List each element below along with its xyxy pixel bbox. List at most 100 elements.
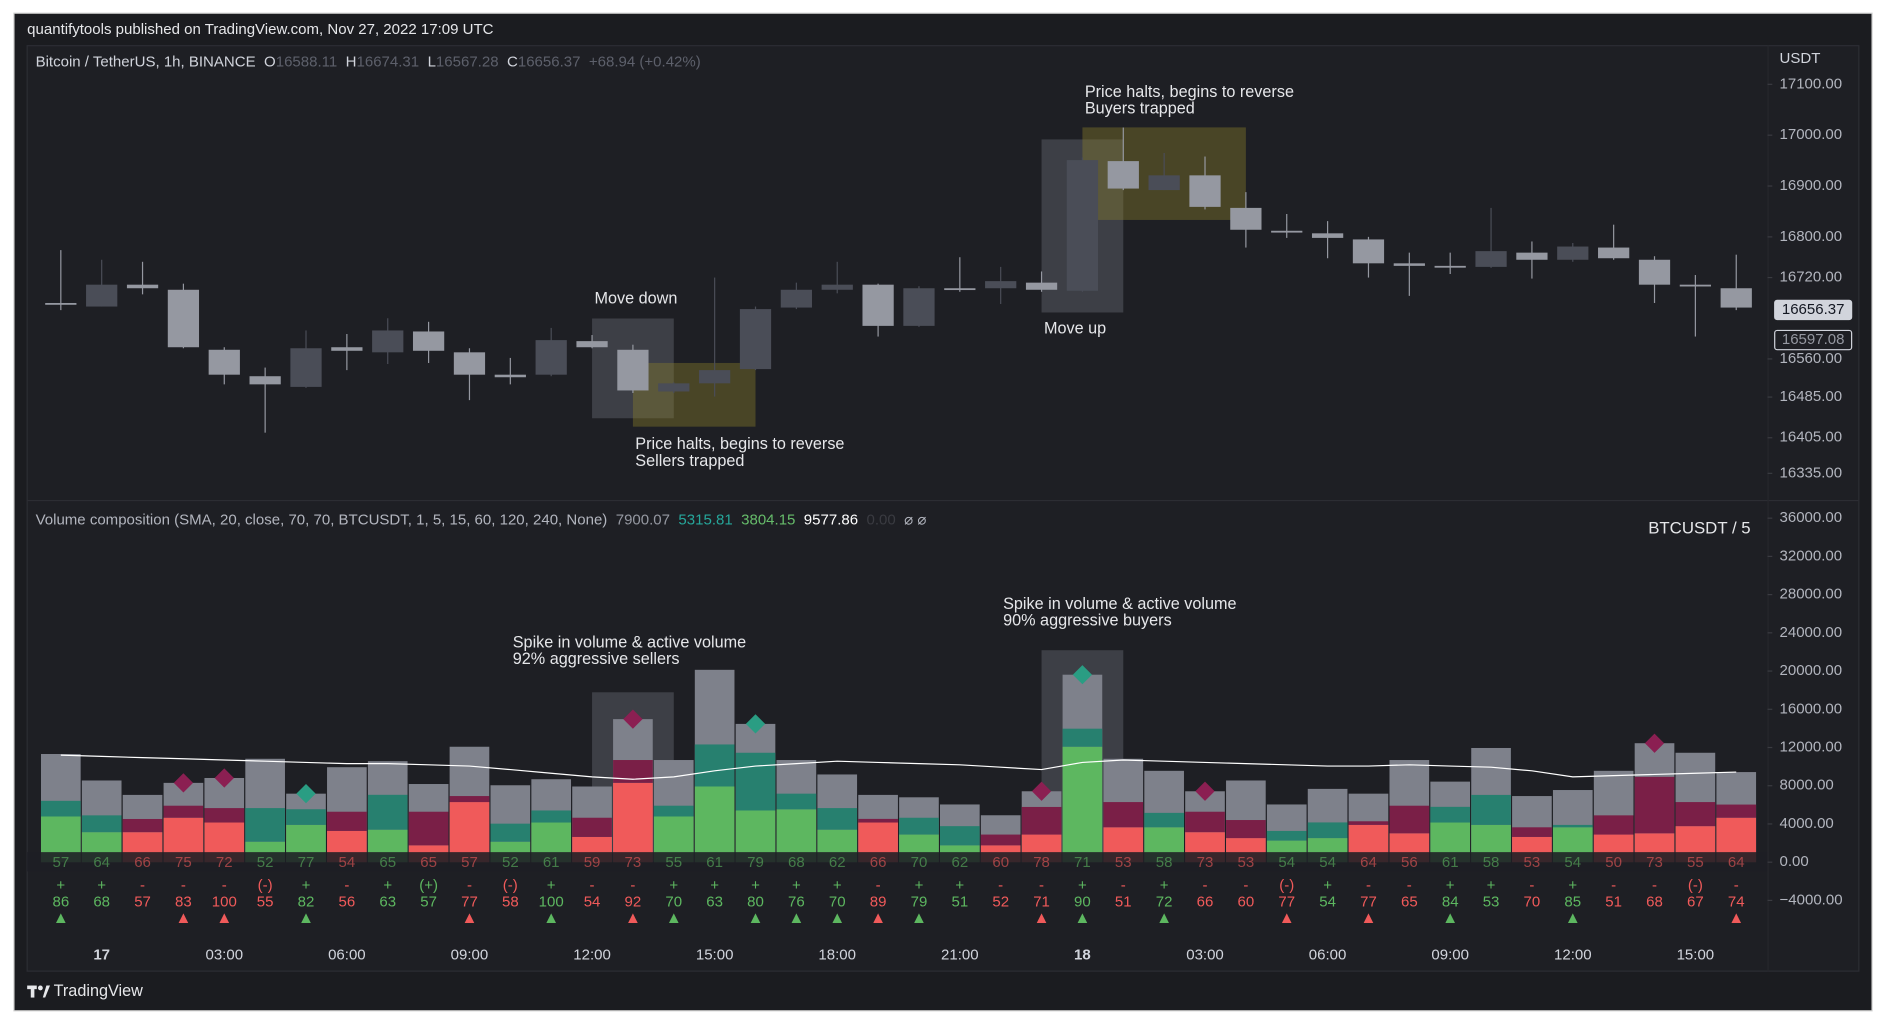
x-tick-label: 17 [93, 946, 110, 963]
side-label: + [792, 877, 801, 894]
percent-label: 76 [788, 894, 805, 911]
x-tick-label: 12:00 [1554, 946, 1592, 963]
side-label: - [630, 877, 635, 894]
side-label: - [222, 877, 227, 894]
y-tick-label: 20000.00 [1780, 662, 1843, 679]
ratio-label: 78 [1033, 854, 1050, 871]
volume-segment [286, 809, 326, 825]
side-label: - [1039, 877, 1044, 894]
volume-segment [1226, 820, 1266, 839]
percent-label: 77 [1278, 894, 1295, 911]
side-label: - [344, 877, 349, 894]
x-tick-label: 18:00 [818, 946, 856, 963]
annotation: Move up [1044, 320, 1106, 338]
side-label: + [1446, 877, 1455, 894]
symbol-legend: Bitcoin / TetherUS, 1h, BINANCE O16588.11… [36, 53, 701, 70]
volume-segment [980, 834, 1021, 846]
y-tick-label: 16720.00 [1780, 269, 1843, 286]
annotation: Sellers trapped [635, 452, 744, 470]
volume-segment [694, 744, 735, 787]
legend-value: 5315.81 [678, 511, 732, 528]
volume-segment [1062, 728, 1103, 747]
ratio-label: 52 [502, 854, 519, 871]
candle-body [658, 383, 690, 392]
percent-label: 55 [257, 894, 274, 911]
signal-triangle [464, 913, 475, 924]
percent-label: 52 [992, 894, 1009, 911]
signal-triangle [1363, 913, 1374, 924]
ratio-label: 73 [625, 854, 642, 871]
side-label: (-) [503, 877, 518, 894]
percent-label: 68 [93, 894, 110, 911]
volume-segment [1307, 822, 1348, 839]
ratio-label: 64 [1360, 854, 1377, 871]
signal-diamond [745, 714, 766, 734]
percent-label: 80 [747, 894, 764, 911]
ratio-label: 61 [1442, 854, 1459, 871]
volume-segment [327, 811, 367, 831]
volume-segment [408, 811, 449, 846]
ohlc-label: C [507, 53, 518, 70]
ratio-label: 61 [543, 854, 560, 871]
ratio-label: 55 [665, 854, 682, 871]
x-tick-label: 03:00 [1186, 946, 1224, 963]
side-label: - [467, 877, 472, 894]
legend-value: 7900.07 [616, 511, 670, 528]
signal-triangle [914, 913, 924, 924]
ratio-label: 57 [461, 854, 478, 871]
volume-segment [1716, 804, 1757, 818]
side-label: (-) [258, 877, 273, 894]
candle-body [1107, 161, 1139, 189]
volume-segment [1552, 824, 1593, 828]
ratio-label: 53 [1238, 854, 1255, 871]
y-tick-label: 28000.00 [1780, 586, 1843, 603]
ohlc-label: L [428, 53, 436, 70]
change: +68.94 (+0.42%) [589, 53, 701, 70]
percent-label: 74 [1728, 894, 1745, 911]
percent-label: 70 [1524, 894, 1541, 911]
ratio-label: 55 [1687, 854, 1704, 871]
ratio-label: 73 [1197, 854, 1214, 871]
percent-label: 63 [379, 894, 396, 911]
ratio-label: 59 [584, 854, 601, 871]
brand-name: TradingView [54, 982, 144, 1000]
percent-label: 83 [175, 894, 192, 911]
ratio-label: 57 [52, 854, 69, 871]
side-label: - [1611, 877, 1616, 894]
ratio-label: 50 [1605, 854, 1622, 871]
volume-segment [1675, 802, 1716, 827]
signal-triangle [1731, 913, 1742, 924]
side-label: - [1407, 877, 1412, 894]
candle-body [167, 289, 200, 348]
y-tick-label: 16485.00 [1780, 388, 1843, 405]
price-marker-box [1774, 329, 1853, 351]
volume-segment [858, 818, 898, 823]
percent-label: 54 [584, 894, 601, 911]
percent-label: 51 [951, 894, 968, 911]
percent-label: 57 [134, 894, 151, 911]
legend-value: 9577.86 [804, 511, 858, 528]
volume-segment [531, 810, 572, 823]
x-tick-label: 12:00 [573, 946, 611, 963]
side-label: (-) [1279, 877, 1294, 894]
candle-body [1311, 233, 1344, 238]
signal-triangle [301, 913, 311, 924]
legend-value: 3804.15 [741, 511, 795, 528]
annotation: Move down [594, 290, 677, 308]
signal-triangle [1036, 913, 1047, 924]
y-tick-label: 24000.00 [1780, 624, 1843, 641]
publisher-line: quantifytools published on TradingView.c… [27, 21, 493, 38]
annotation: Spike in volume & active volume [513, 633, 746, 651]
percent-label: 66 [1197, 894, 1214, 911]
side-label: + [1323, 877, 1332, 894]
x-tick-label: 15:00 [696, 946, 734, 963]
percent-label: 77 [1360, 894, 1377, 911]
price-marker-label: 16656.37 [1782, 301, 1845, 318]
y-tick-label: 16900.00 [1780, 177, 1843, 194]
percent-label: 77 [461, 894, 478, 911]
side-label: + [833, 877, 842, 894]
y-tick-label: 16560.00 [1780, 350, 1843, 367]
candle-body [739, 309, 772, 370]
highlight-box [632, 362, 756, 427]
ratio-label: 65 [379, 854, 396, 871]
